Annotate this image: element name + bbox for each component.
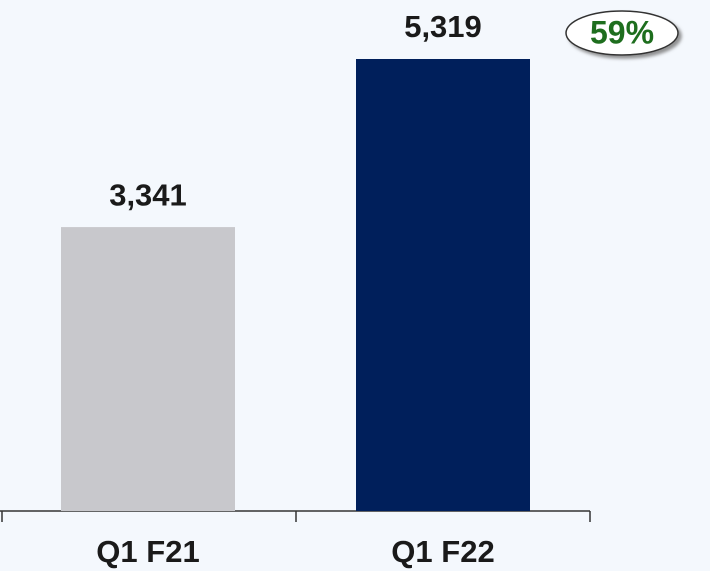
bar xyxy=(356,59,530,511)
annotation-bubble xyxy=(565,10,679,56)
x-tick-label: Q1 F22 xyxy=(391,534,494,569)
annotation: 59% xyxy=(590,14,654,50)
x-tick-label: Q1 F21 xyxy=(96,534,199,569)
bar xyxy=(61,227,235,512)
value-label: 5,319 xyxy=(404,9,482,44)
value-label: 3,341 xyxy=(109,177,187,212)
